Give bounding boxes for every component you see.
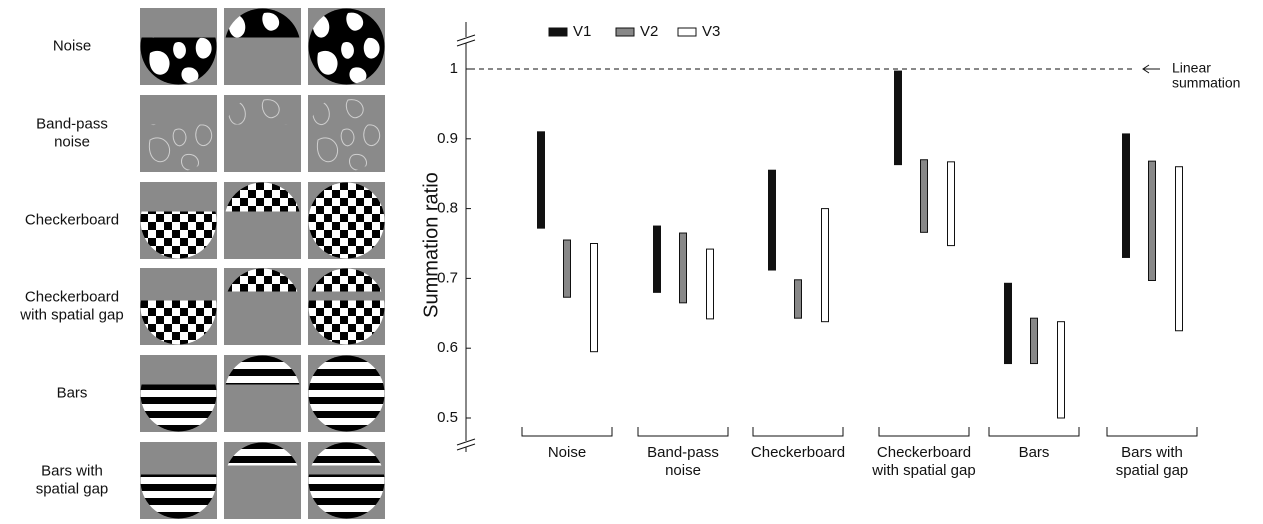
stimulus-label: Checkerboard xyxy=(25,288,119,305)
range-bar xyxy=(590,243,598,353)
x-tick-label: spatial gap xyxy=(1116,462,1189,479)
x-tick-label: Band-pass xyxy=(647,444,719,461)
y-tick-label: 0.6 xyxy=(437,339,458,356)
stimulus-label: with spatial gap xyxy=(19,306,123,323)
stimulus-image xyxy=(140,95,217,172)
group-bracket xyxy=(637,427,729,437)
y-tick-label: 0.5 xyxy=(437,409,458,426)
stimulus-image xyxy=(140,442,217,519)
range-bar xyxy=(894,70,902,166)
range-bar xyxy=(1057,321,1065,419)
range-bar xyxy=(1004,282,1012,365)
axis-break xyxy=(456,443,476,451)
stimulus-image xyxy=(224,355,301,432)
range-bar xyxy=(679,232,687,304)
stimulus-label: Band-pass xyxy=(36,115,108,132)
stimulus-image xyxy=(308,442,385,519)
range-bar xyxy=(706,248,714,320)
group-bracket xyxy=(878,427,970,437)
x-tick-label: with spatial gap xyxy=(871,462,975,479)
range-bar xyxy=(1175,166,1183,332)
stimulus-label: Checkerboard xyxy=(25,211,119,228)
legend-label: V1 xyxy=(573,23,591,40)
stimulus-image xyxy=(308,182,385,259)
axis-break xyxy=(456,34,476,42)
stimulus-label: noise xyxy=(54,133,90,150)
x-tick-label: noise xyxy=(665,462,701,479)
stimulus-image xyxy=(140,355,217,432)
group-bracket xyxy=(1106,427,1198,437)
stimulus-label: Bars xyxy=(57,384,88,401)
range-bar xyxy=(1122,133,1130,258)
range-bar xyxy=(653,225,661,293)
range-bar xyxy=(768,169,776,271)
y-tick-label: 1 xyxy=(450,60,458,77)
legend-swatch xyxy=(548,27,568,37)
legend-swatch xyxy=(677,27,697,37)
stimulus-image xyxy=(140,268,217,345)
range-bar xyxy=(794,279,802,319)
range-bar xyxy=(537,131,545,229)
stimulus-label: Bars with xyxy=(41,462,103,479)
y-tick-label: 0.9 xyxy=(437,130,458,147)
y-tick-label: 0.8 xyxy=(437,200,458,217)
chart: 0.5 0.6 0.7 0.8 0.9 1 Summation ratio Linearsum… xyxy=(420,22,1240,479)
stimulus-image xyxy=(308,95,385,172)
range-bar xyxy=(1030,317,1038,365)
group-bracket xyxy=(521,427,613,437)
stimulus-image xyxy=(224,8,301,85)
stimulus-label: spatial gap xyxy=(36,480,109,497)
legend-label: V3 xyxy=(702,23,720,40)
stimulus-label: Noise xyxy=(53,37,91,54)
axis-break xyxy=(456,438,476,446)
y-axis-label: Summation ratio xyxy=(420,172,442,318)
range-bar xyxy=(821,208,829,323)
annotation-text: Linear xyxy=(1172,60,1211,76)
range-bar xyxy=(920,159,928,233)
group-bracket xyxy=(988,427,1080,437)
range-bar xyxy=(563,239,571,298)
range-bar xyxy=(947,161,955,247)
stimulus-image xyxy=(308,8,385,85)
legend-swatch xyxy=(615,27,635,37)
x-tick-label: Checkerboard xyxy=(751,444,845,461)
group-bracket xyxy=(752,427,844,437)
axis-break xyxy=(460,37,472,43)
x-tick-label: Bars with xyxy=(1121,444,1183,461)
axis-break xyxy=(456,39,476,47)
y-tick-label: 0.7 xyxy=(437,269,458,286)
legend-label: V2 xyxy=(640,23,658,40)
stimulus-image xyxy=(224,442,301,519)
stimulus-image xyxy=(308,355,385,432)
range-bar xyxy=(1148,160,1156,281)
x-tick-label: Bars xyxy=(1019,444,1050,461)
axis-break xyxy=(460,441,472,447)
x-tick-label: Noise xyxy=(548,444,586,461)
stimulus-image xyxy=(224,182,301,259)
arrow xyxy=(1142,64,1160,74)
x-tick-label: Checkerboard xyxy=(877,444,971,461)
stimulus-image xyxy=(140,8,217,85)
stimulus-image xyxy=(224,95,301,172)
stimulus-image xyxy=(308,268,385,345)
annotation-text: summation xyxy=(1172,75,1240,91)
stimulus-image xyxy=(140,182,217,259)
stimulus-image xyxy=(224,268,301,345)
